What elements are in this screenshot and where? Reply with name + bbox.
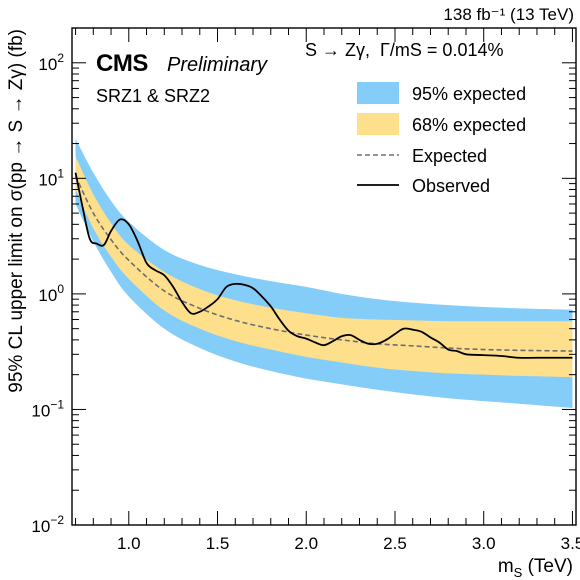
- status-label: Preliminary: [167, 54, 268, 76]
- y-tick-label: 10−2: [31, 513, 64, 536]
- axes: 1.0 1.5 2.0 2.5 3.0 3.5 10−2 10−1 100 101 102: [31, 27, 580, 553]
- x-axis-label: mS (TeV): [498, 556, 573, 580]
- y-tick-label: 10−1: [31, 397, 64, 420]
- y-axis-label: 95% CL upper limit on σ(pp → S → Zγ) (fb…: [6, 29, 27, 393]
- experiment-label: CMS: [96, 50, 148, 77]
- legend: 95% expected 68% expected Expected Obser…: [357, 82, 526, 196]
- band-68-expected: [75, 156, 573, 378]
- y-tick-label: 102: [38, 51, 64, 74]
- y-tick-label: 100: [38, 282, 64, 305]
- legend-label-expected: Expected: [412, 146, 487, 166]
- x-tick-label: 2.0: [294, 534, 318, 553]
- x-tick-label: 3.5: [561, 534, 580, 553]
- legend-label-95: 95% expected: [412, 84, 526, 104]
- y-tick-label: 101: [38, 166, 64, 189]
- x-tick-label: 1.0: [117, 534, 141, 553]
- expected-line: [74, 175, 573, 352]
- observed-line: [74, 172, 573, 359]
- x-tick-label: 1.5: [206, 534, 230, 553]
- signal-label: S → Zγ, Γ/mS = 0.014%: [305, 40, 503, 60]
- x-tick-label: 2.5: [383, 534, 407, 553]
- legend-label-68: 68% expected: [412, 115, 526, 135]
- plot-area: [74, 138, 573, 408]
- luminosity-label: 138 fb⁻¹ (13 TeV): [443, 5, 574, 24]
- legend-swatch-68: [357, 113, 399, 135]
- legend-label-observed: Observed: [412, 176, 490, 196]
- region-label: SRZ1 & SRZ2: [96, 86, 210, 106]
- x-tick-label: 3.0: [472, 534, 496, 553]
- legend-swatch-95: [357, 82, 399, 104]
